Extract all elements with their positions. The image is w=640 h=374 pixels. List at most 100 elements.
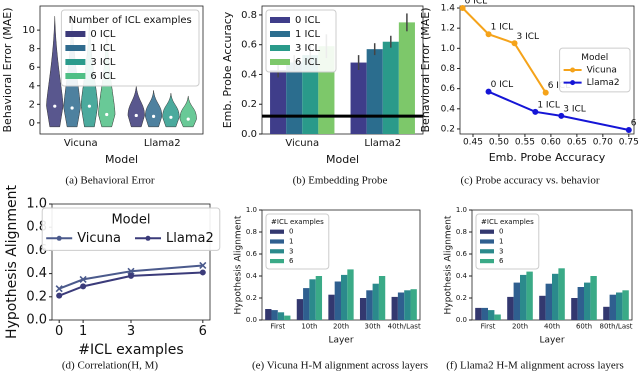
x-tick-label: 3 (127, 324, 135, 339)
caption: (a) Behavioral Error (65, 175, 155, 187)
x-axis-label: Emb. Probe Accuracy (489, 151, 606, 164)
bar (359, 298, 367, 320)
legend-box (475, 213, 540, 270)
x-tick-label: 0.70 (593, 138, 613, 148)
legend-label: Llama2 (166, 231, 214, 246)
bar (507, 296, 514, 320)
bar (270, 70, 287, 134)
x-tick-label: 0.50 (489, 138, 509, 148)
legend-label: 1 ICL (295, 29, 320, 40)
x-tick-label: Vicuna (64, 138, 98, 149)
legend-label: 3 (499, 247, 503, 255)
y-tick-label: 1.2 (441, 24, 455, 34)
y-tick-label: 0.8 (456, 228, 467, 236)
bar (296, 299, 304, 320)
legend-marker (570, 67, 576, 73)
bar (271, 310, 278, 320)
legend-label: 3 ICL (295, 43, 320, 54)
bar (341, 274, 348, 320)
point-label: 1 ICL (537, 100, 560, 110)
x-tick-label: 0.75 (619, 138, 639, 148)
legend-swatch (270, 249, 284, 254)
bar (552, 273, 559, 320)
x-axis-label: Model (326, 153, 359, 166)
bar (539, 295, 546, 320)
x-tick-label: 30th (365, 322, 381, 330)
legend-title: #ICL examples (481, 218, 534, 226)
point-label: 6 ICL (548, 81, 571, 91)
point-label: 1 ICL (491, 23, 514, 33)
bar (584, 282, 591, 320)
y-tick-label: 0.2 (26, 289, 47, 304)
marker (542, 89, 549, 96)
x-tick-label: Llama2 (144, 138, 181, 149)
caption: (b) Embedding Probe (293, 175, 388, 187)
bar (609, 294, 616, 320)
marker (56, 292, 63, 299)
y-tick-label: 0.4 (456, 272, 468, 280)
caption: (e) Vicuna H-M alignment across layers (252, 360, 428, 372)
bar (577, 287, 584, 320)
y-tick-label: 0.4 (246, 272, 258, 280)
median-dot (169, 115, 173, 119)
marker (558, 112, 565, 119)
legend-swatch (270, 229, 284, 234)
bar (397, 292, 405, 320)
point-label: 0 ICL (491, 80, 514, 90)
y-tick-label: 0.6 (241, 40, 257, 51)
bar (277, 312, 285, 320)
bar (558, 268, 565, 320)
legend-marker (56, 235, 62, 241)
y-axis-label: Behavioral Error (MAE) (1, 8, 14, 133)
legend-swatch (65, 45, 86, 51)
legend-box (559, 47, 631, 93)
median-dot (87, 104, 92, 108)
caption: (c) Probe accuracy vs. behavior (461, 175, 600, 187)
bar (488, 310, 495, 320)
point-label: 6 ICL (631, 118, 640, 128)
bar (398, 22, 415, 134)
legend-swatch (480, 259, 494, 264)
legend-label: 1 (499, 238, 503, 246)
bar (303, 288, 310, 320)
y-tick-label: 0.6 (441, 84, 456, 94)
y-tick-label: 0.6 (456, 250, 468, 258)
line (488, 90, 630, 131)
bar (603, 306, 610, 320)
bar (526, 271, 533, 320)
median-dot (53, 104, 57, 108)
y-tick-label: 0.0 (246, 316, 257, 324)
legend-swatch (480, 229, 494, 234)
violin (162, 93, 180, 128)
plot-frame (39, 5, 204, 135)
marker (79, 275, 87, 283)
bar (481, 307, 488, 320)
y-tick-label: 0 (29, 118, 35, 129)
panel: 0.0 0.2 0.4 0.6 0.8 Emb. Probe Accuracy Model (… (221, 5, 424, 187)
x-tick-label: Llama2 (364, 138, 401, 149)
x-tick-label: 60th (576, 322, 592, 330)
x-axis-label: #ICL examples (78, 342, 183, 358)
legend-swatch (270, 239, 284, 244)
legend-swatch (65, 31, 86, 37)
legend-label: 3 ICL (90, 57, 115, 68)
marker (485, 31, 492, 38)
y-tick-label: 0.4 (241, 69, 257, 80)
marker (80, 283, 87, 290)
legend-box (265, 9, 337, 73)
legend-marker (145, 235, 151, 241)
bar (410, 289, 417, 320)
x-tick-label: First (481, 322, 496, 330)
legend-swatch (480, 249, 494, 254)
bar (334, 281, 341, 320)
violin (145, 90, 163, 128)
caption: (d) Correlation(H, M) (62, 360, 159, 372)
panel: 0.2 0.4 0.6 0.8 1.0 1.2 1.4 Behavioral Error (M… (419, 0, 640, 187)
y-tick-label: 8 (29, 44, 35, 55)
x-tick-label: 6 (199, 324, 207, 339)
y-tick-label: 0.0 (241, 129, 257, 140)
x-tick-label: 0.65 (567, 138, 587, 148)
median-dot (105, 112, 109, 117)
